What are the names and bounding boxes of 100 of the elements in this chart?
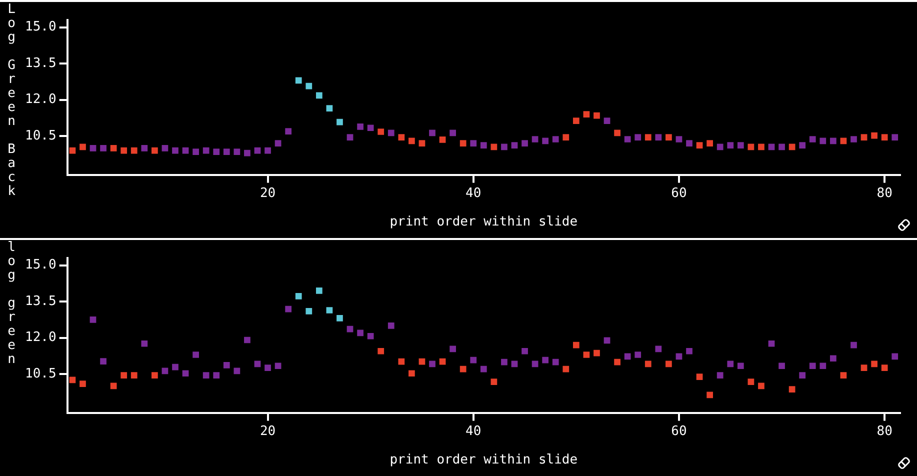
point	[820, 362, 826, 370]
point	[264, 364, 271, 371]
y-tick-label: 13.5	[24, 56, 56, 71]
y-axis-title: Log Green Back	[4, 2, 19, 200]
point	[860, 364, 868, 371]
point	[130, 372, 138, 378]
y-tick-label: 13.5	[24, 294, 56, 309]
point	[388, 130, 394, 136]
point	[572, 342, 580, 348]
point	[192, 148, 199, 156]
point	[850, 342, 857, 348]
point	[152, 372, 158, 378]
y-tick-label: 15.0	[24, 258, 56, 273]
point	[100, 358, 106, 364]
x-tick-label: 40	[466, 424, 482, 439]
point	[130, 147, 138, 154]
y-tick-label: 10.5	[24, 128, 56, 144]
point	[716, 372, 724, 378]
point	[80, 380, 86, 387]
point	[850, 136, 857, 142]
point	[562, 366, 570, 372]
point	[809, 136, 816, 142]
point	[460, 140, 466, 147]
point	[737, 142, 744, 148]
point	[892, 353, 898, 360]
point	[768, 340, 775, 347]
x-tick-label: 60	[671, 186, 687, 201]
point	[480, 366, 487, 372]
point	[141, 340, 148, 347]
point	[871, 360, 878, 368]
point	[357, 330, 364, 336]
point	[120, 372, 128, 378]
x-axis-title: print order within slide	[390, 452, 578, 468]
point	[295, 77, 302, 84]
point	[542, 356, 549, 364]
point	[429, 360, 436, 368]
point	[80, 144, 86, 150]
point	[511, 142, 518, 148]
point	[234, 148, 240, 156]
point	[316, 287, 322, 294]
point	[562, 134, 570, 140]
point	[254, 147, 261, 154]
point	[152, 147, 158, 154]
point	[274, 362, 282, 370]
point	[223, 148, 230, 156]
point	[172, 364, 178, 370]
point	[274, 140, 282, 147]
point	[213, 148, 220, 156]
point	[614, 358, 620, 366]
point	[830, 138, 836, 144]
point	[522, 140, 528, 147]
point	[295, 293, 302, 300]
x-tick-label: 80	[876, 186, 892, 201]
point	[316, 92, 322, 99]
point	[244, 150, 250, 156]
point	[644, 360, 652, 368]
point	[522, 348, 528, 354]
x-tick-label: 80	[876, 424, 892, 439]
point	[172, 147, 178, 154]
point	[90, 145, 96, 152]
point	[860, 134, 868, 140]
point	[182, 370, 189, 377]
point	[552, 136, 559, 142]
point	[614, 130, 620, 136]
point	[881, 134, 888, 140]
point	[450, 130, 456, 136]
point	[388, 322, 394, 329]
point	[583, 352, 590, 358]
point	[892, 134, 898, 140]
point	[686, 348, 692, 354]
point	[162, 145, 168, 152]
point	[634, 352, 642, 358]
point	[706, 140, 713, 147]
point	[285, 306, 292, 312]
point	[830, 355, 836, 362]
y-axis-title: log green	[4, 240, 19, 368]
point	[676, 136, 682, 142]
point	[182, 147, 189, 154]
y-tick-label: 10.5	[24, 366, 56, 382]
point	[501, 144, 508, 150]
point	[264, 147, 271, 154]
point	[213, 372, 220, 378]
point	[439, 136, 446, 143]
point	[346, 326, 354, 332]
point	[644, 134, 652, 140]
point	[532, 136, 538, 142]
x-tick-label: 20	[260, 186, 276, 201]
point	[367, 332, 374, 340]
point	[202, 372, 210, 378]
point	[202, 147, 210, 154]
point	[100, 145, 106, 152]
point	[285, 128, 292, 134]
point	[758, 144, 764, 150]
point	[716, 144, 724, 150]
point	[655, 134, 662, 140]
point	[408, 138, 415, 144]
point	[326, 307, 333, 314]
point	[881, 364, 888, 371]
point	[696, 142, 703, 148]
point	[840, 372, 847, 378]
